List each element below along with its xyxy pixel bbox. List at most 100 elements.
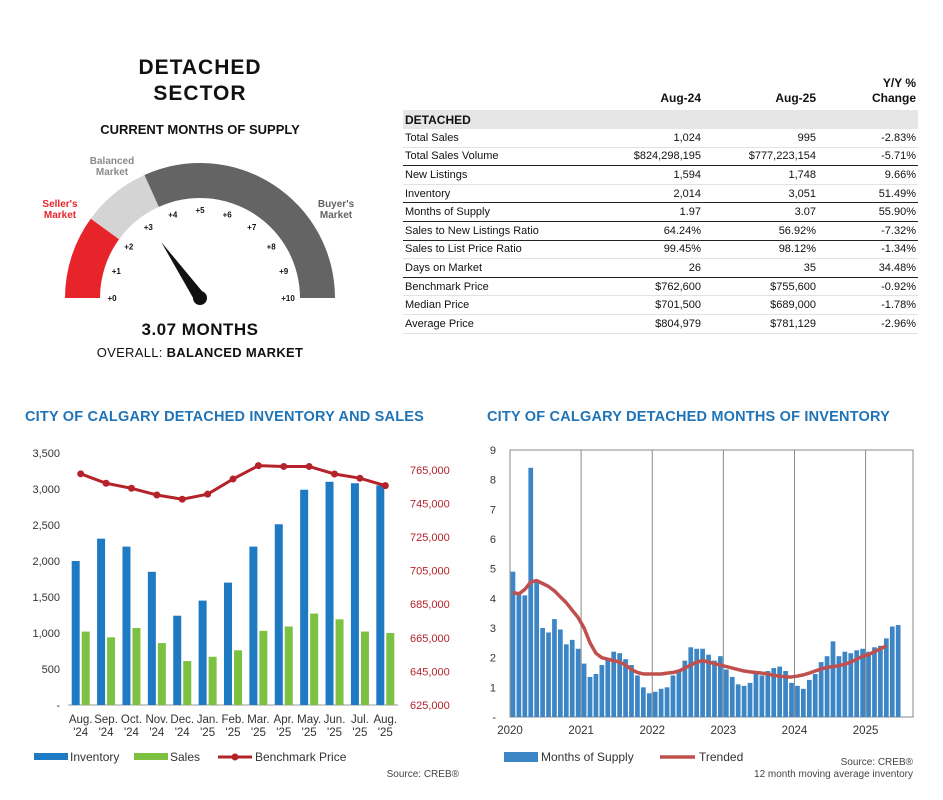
inventory-bar [325, 481, 334, 705]
table-row: Total Sales Volume $824,298,195 $777,223,1… [403, 147, 918, 167]
x-tick-label-year: '25 [251, 727, 266, 739]
x-tick-label-month: Oct. [121, 714, 142, 726]
months-of-supply-bar [854, 650, 860, 717]
months-of-supply-bar [670, 675, 676, 717]
sales-bar [335, 619, 344, 705]
row-aug-24: 99.45% [563, 240, 703, 260]
gauge-tick-label: +7 [247, 223, 257, 232]
x-tick-label-year: '24 [175, 727, 191, 739]
table-row: Total Sales 1,024 995 -2.83% [403, 129, 918, 148]
months-of-supply-bar [552, 619, 557, 717]
y-tick-label: 2 [490, 653, 496, 665]
y-right-tick-label: 725,000 [410, 532, 450, 544]
table-row: Average Price $804,979 $781,129 -2.96% [403, 314, 918, 334]
months-of-supply-bar [777, 666, 783, 717]
table-row: Benchmark Price $762,600 $755,600 -0.92% [403, 277, 918, 297]
y-tick-label: 7 [490, 504, 496, 516]
row-label: New Listings [403, 165, 563, 185]
benchmark-price-point [77, 470, 85, 478]
benchmark-price-point [280, 462, 288, 470]
row-aug-25: $755,600 [703, 277, 818, 297]
row-yy-change: -0.92% [818, 277, 918, 297]
x-tick-label-year: '24 [124, 727, 140, 739]
inventory-bar [198, 600, 207, 705]
months-of-supply-bar [563, 644, 569, 717]
x-tick-label-year: '25 [200, 727, 215, 739]
sellers-market-label-1: Seller's [42, 199, 78, 210]
row-label: Months of Supply [403, 202, 563, 222]
y-left-tick-label: 3,500 [32, 448, 60, 460]
months-of-supply-bar [800, 688, 806, 717]
sales-bar [360, 631, 369, 705]
sales-bar [183, 661, 192, 705]
months-of-supply-bar [783, 671, 788, 717]
months-of-supply-bar [581, 663, 587, 717]
months-of-supply-bar [718, 656, 723, 717]
months-of-supply-bar [510, 571, 516, 717]
legend-inventory-swatch [34, 753, 68, 760]
row-yy-change: -7.32% [818, 221, 918, 241]
gauge-tick-label: +1 [112, 267, 122, 276]
y-left-tick-label: 500 [42, 664, 60, 676]
months-of-supply-bar [682, 660, 688, 717]
y-left-tick-label: 1,500 [32, 592, 60, 604]
chart2-source: Source: CREB® [841, 757, 914, 768]
legend-inventory-label: Inventory [70, 750, 119, 764]
x-tick-label-month: Mar. [247, 714, 269, 726]
months-inventory-chart-title: CITY OF CALGARY DETACHED MONTHS OF INVEN… [487, 409, 891, 425]
header-blank [403, 76, 563, 110]
row-aug-25: $781,129 [703, 314, 818, 334]
sales-bar [284, 626, 293, 705]
x-tick-label-month: Aug. [373, 714, 397, 726]
section-label: DETACHED [403, 110, 918, 129]
sales-bar [234, 650, 242, 705]
months-of-supply-bar [569, 639, 575, 717]
benchmark-price-point [102, 479, 110, 487]
row-aug-24: 64.24% [563, 221, 703, 241]
benchmark-price-point [178, 495, 186, 503]
benchmark-price-point [229, 475, 237, 483]
x-tick-label-year: '25 [302, 727, 317, 739]
x-tick-label-month: Apr. [274, 714, 294, 726]
table-row: Sales to List Price Ratio 99.45% 98.12% -1.… [403, 240, 918, 260]
months-of-supply-bar [605, 659, 611, 717]
y-tick-label: 6 [490, 534, 496, 546]
months-of-supply-bar [611, 651, 617, 717]
x-tick-label: 2021 [568, 725, 594, 737]
chart1-source: Source: CREB® [387, 769, 460, 780]
buyers-market-label-1: Buyer's [318, 199, 355, 210]
row-label: Sales to New Listings Ratio [403, 221, 563, 241]
row-aug-25: $777,223,154 [703, 147, 818, 167]
months-of-supply-bar [830, 641, 836, 717]
header-yy-line1: Y/Y % [882, 76, 916, 90]
detached-stats-table: Aug-24 Aug-25 Y/Y % Change DETACHED Total… [403, 76, 918, 334]
row-aug-25: 56.92% [703, 221, 818, 241]
sales-bar [157, 643, 166, 705]
row-label: Average Price [403, 314, 563, 334]
row-yy-change: 34.48% [818, 258, 918, 278]
row-aug-25: 1,748 [703, 165, 818, 185]
months-of-supply-bar [522, 595, 528, 717]
sales-bar [208, 656, 217, 705]
table-row: Inventory 2,014 3,051 51.49% [403, 184, 918, 204]
gauge-tick-label: +10 [281, 294, 295, 303]
header-aug-24: Aug-24 [660, 91, 701, 105]
benchmark-price-point [153, 491, 161, 499]
table-row: Median Price $701,500 $689,000 -1.78% [403, 295, 918, 315]
y-tick-label: 9 [490, 445, 496, 457]
months-of-supply-bar [623, 659, 628, 717]
y-right-tick-label: 665,000 [410, 633, 450, 645]
months-of-supply-bar [688, 647, 694, 717]
y-tick-label: 4 [490, 593, 496, 605]
table-row: Sales to New Listings Ratio 64.24% 56.92% -… [403, 221, 918, 241]
sales-bar [259, 630, 268, 705]
row-aug-25: 3.07 [703, 202, 818, 222]
months-of-supply-bar [723, 669, 729, 717]
gauge-needle [161, 242, 205, 302]
months-of-supply-bar [836, 656, 842, 717]
sellers-market-arc [65, 218, 120, 298]
inventory-bar [274, 524, 283, 705]
months-of-supply-bar [789, 682, 794, 717]
sector-title-line1: DETACHED [138, 56, 262, 79]
months-of-supply-bar [646, 693, 652, 717]
